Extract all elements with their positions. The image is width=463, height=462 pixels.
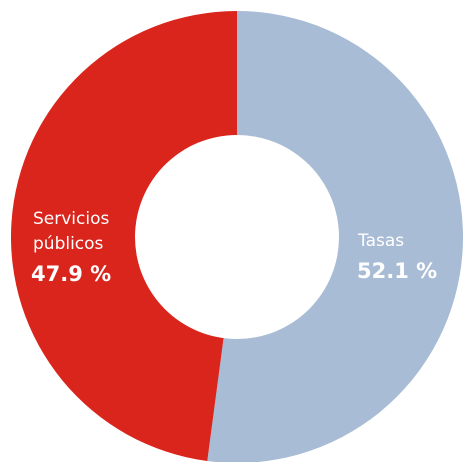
donut-hole: [135, 135, 339, 339]
slice-value-tasas: 52.1 %: [357, 259, 437, 283]
slice-label-servicios-publicos-line1: Servicios: [33, 209, 109, 229]
slice-servicios-p-blicos: [11, 11, 237, 462]
slice-label-servicios-publicos: Servicios públicos 47.9 %: [31, 209, 114, 286]
slice-label-tasas-name: Tasas: [357, 231, 404, 251]
slice-label-tasas: Tasas 52.1 %: [357, 231, 437, 283]
slice-value-servicios-publicos: 47.9 %: [31, 262, 111, 286]
slice-label-servicios-publicos-line2: públicos: [33, 234, 104, 254]
